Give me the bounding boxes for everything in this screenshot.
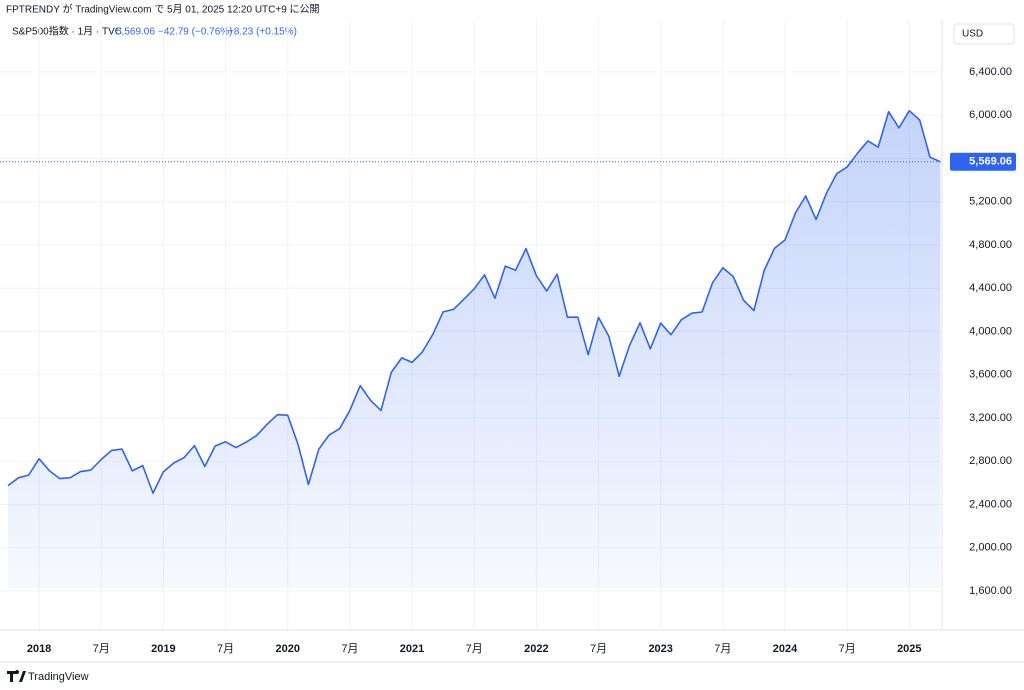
- y-tick-label: 4,800.00: [969, 239, 1012, 251]
- x-tick-label: 2022: [524, 643, 548, 655]
- change: −42.79 (−0.76%): [158, 27, 233, 38]
- y-tick-label: 6,400.00: [969, 66, 1012, 78]
- y-tick-label: 6,000.00: [969, 109, 1012, 121]
- brand-logo: [7, 670, 26, 682]
- x-tick-label: 2023: [648, 643, 672, 655]
- x-tick-label: 7月: [590, 643, 607, 655]
- y-tick-label: 4,000.00: [969, 325, 1012, 337]
- y-tick-label: 2,400.00: [969, 498, 1012, 510]
- header-price: 5,569.06: [116, 27, 155, 38]
- x-tick-label: 7月: [341, 643, 358, 655]
- change-ext: +8.23 (+0.15%): [228, 27, 297, 38]
- y-tick-label: 1,600.00: [969, 585, 1012, 597]
- brand: TradingView: [28, 671, 89, 683]
- last-price-badge: [950, 152, 1016, 171]
- x-tick-label: 2021: [400, 643, 424, 655]
- x-tick-label: 2025: [897, 643, 921, 655]
- price-line: [7, 109, 941, 494]
- currency[interactable]: USD: [962, 29, 983, 40]
- x-tick-label: 7月: [466, 643, 483, 655]
- y-tick-label: 2,000.00: [969, 542, 1012, 554]
- x-tick-label: 2018: [27, 643, 51, 655]
- x-tick-label: 7月: [93, 643, 110, 655]
- publisher: FPTRENDY が TradingView.com で 5月 01, 2025…: [6, 3, 320, 16]
- last-price-label: 5,569.06: [969, 156, 1012, 168]
- symbol: S&P500指数 · 1月 · TVC: [12, 25, 122, 38]
- y-tick-label: 2,800.00: [969, 455, 1012, 467]
- x-tick-label: 7月: [217, 643, 234, 655]
- x-tick-label: 2024: [773, 643, 798, 655]
- y-tick-label: 3,600.00: [969, 369, 1012, 381]
- x-tick-label: 7月: [714, 643, 731, 655]
- currency-box[interactable]: [953, 23, 1015, 45]
- x-tick-label: 2019: [151, 643, 175, 655]
- y-tick-label: 3,200.00: [969, 412, 1012, 424]
- y-tick-label: 5,200.00: [969, 196, 1012, 208]
- x-tick-label: 7月: [839, 643, 856, 655]
- area-fill: [8, 110, 941, 588]
- x-tick-label: 2020: [275, 643, 299, 655]
- y-tick-label: 4,400.00: [969, 282, 1012, 294]
